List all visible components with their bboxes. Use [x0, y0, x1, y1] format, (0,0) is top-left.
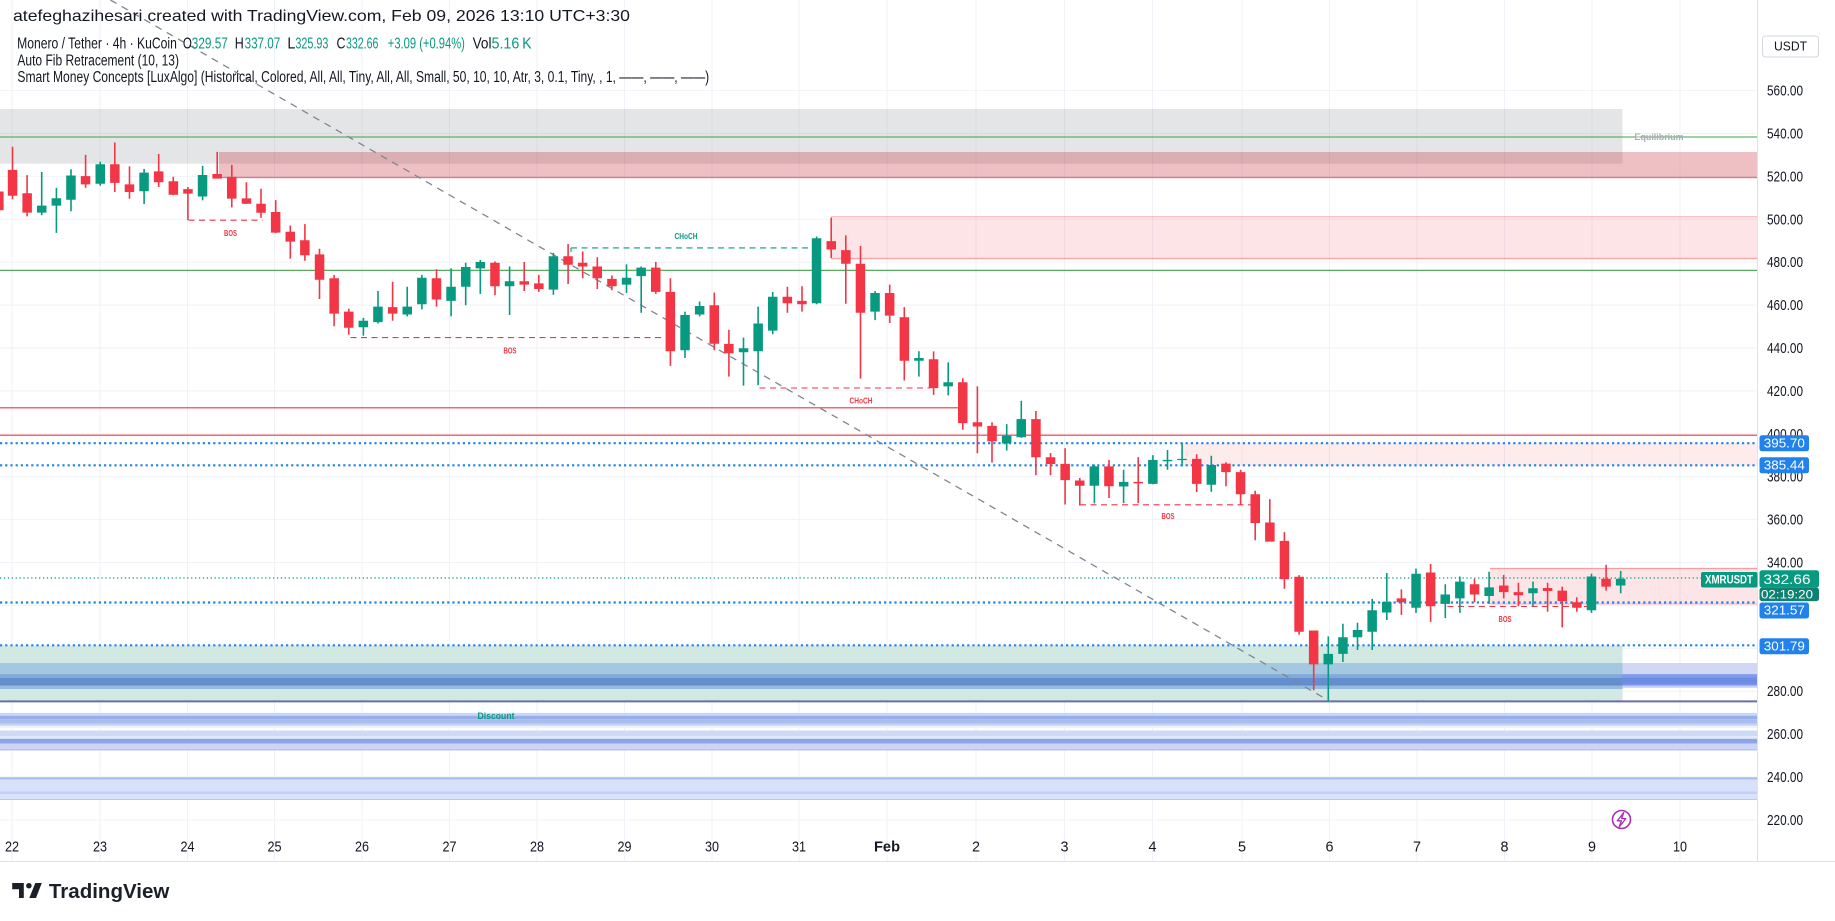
svg-text:Smart Money Concepts [LuxAlgo]: Smart Money Concepts [LuxAlgo] (Historic… [17, 69, 709, 86]
svg-text:22: 22 [5, 839, 19, 856]
svg-text:8: 8 [1501, 839, 1509, 856]
svg-text:BOS: BOS [1162, 512, 1175, 521]
svg-text:4: 4 [1149, 839, 1157, 856]
svg-text:321.57: 321.57 [1764, 603, 1805, 618]
svg-text:332.66: 332.66 [1764, 571, 1811, 587]
svg-text:H: H [235, 36, 244, 53]
svg-text:BOS: BOS [1499, 615, 1512, 624]
svg-text:220.00: 220.00 [1767, 812, 1803, 829]
svg-text:Feb: Feb [874, 839, 900, 856]
svg-text:360.00: 360.00 [1767, 512, 1803, 529]
svg-text:CHoCH: CHoCH [850, 397, 873, 406]
svg-text:27: 27 [443, 839, 457, 856]
svg-text:332.66: 332.66 [346, 36, 378, 53]
svg-text:329.57: 329.57 [192, 36, 228, 53]
svg-text:L: L [287, 36, 295, 53]
svg-text:CHoCH: CHoCH [675, 232, 698, 241]
svg-text:Discount: Discount [478, 711, 516, 722]
svg-text:240.00: 240.00 [1767, 769, 1803, 786]
svg-text:23: 23 [93, 839, 107, 856]
svg-text:500.00: 500.00 [1767, 211, 1803, 228]
svg-text:24: 24 [181, 839, 195, 856]
svg-text:420.00: 420.00 [1767, 383, 1803, 400]
svg-text:BOS: BOS [504, 347, 517, 356]
svg-text:28: 28 [530, 839, 544, 856]
svg-text:3: 3 [1061, 839, 1069, 856]
svg-text:XMRUSDT: XMRUSDT [1705, 573, 1754, 587]
svg-text:C: C [337, 36, 346, 53]
svg-text:29: 29 [618, 839, 632, 856]
svg-text:31: 31 [792, 839, 806, 856]
svg-text:TradingView: TradingView [49, 880, 170, 903]
svg-text:5.16 K: 5.16 K [492, 36, 532, 53]
svg-text:5: 5 [1238, 839, 1246, 856]
svg-text:440.00: 440.00 [1767, 340, 1803, 357]
svg-text:460.00: 460.00 [1767, 297, 1803, 314]
svg-text:280.00: 280.00 [1767, 683, 1803, 700]
svg-text:+3.09 (+0.94%): +3.09 (+0.94%) [388, 36, 465, 53]
svg-text:340.00: 340.00 [1767, 555, 1803, 572]
svg-text:10: 10 [1673, 839, 1687, 856]
svg-text:Vol: Vol [473, 36, 492, 53]
svg-text:560.00: 560.00 [1767, 83, 1803, 100]
svg-text:385.44: 385.44 [1764, 458, 1805, 473]
svg-text:520.00: 520.00 [1767, 168, 1803, 185]
svg-text:395.70: 395.70 [1764, 436, 1805, 451]
svg-text:337.07: 337.07 [245, 36, 281, 53]
svg-text:325.93: 325.93 [295, 36, 328, 53]
svg-text:480.00: 480.00 [1767, 254, 1803, 271]
svg-text:540.00: 540.00 [1767, 126, 1803, 143]
svg-text:Equilibrium: Equilibrium [1635, 132, 1684, 143]
svg-text:USDT: USDT [1774, 39, 1807, 54]
svg-text:301.79: 301.79 [1764, 639, 1805, 654]
svg-text:6: 6 [1326, 839, 1334, 856]
svg-text:7: 7 [1413, 839, 1421, 856]
svg-text:Monero / Tether · 4h · KuCoin: Monero / Tether · 4h · KuCoin [17, 36, 177, 53]
svg-text:BOS: BOS [224, 229, 237, 238]
svg-text:Auto Fib Retracement (10, 13): Auto Fib Retracement (10, 13) [17, 53, 179, 70]
svg-text:9: 9 [1588, 839, 1596, 856]
svg-text:25: 25 [268, 839, 282, 856]
svg-text:02:19:20: 02:19:20 [1761, 587, 1813, 601]
svg-text:260.00: 260.00 [1767, 726, 1803, 743]
svg-text:O: O [183, 36, 192, 53]
svg-text:30: 30 [705, 839, 719, 856]
svg-text:26: 26 [355, 839, 369, 856]
svg-text:2: 2 [972, 839, 980, 856]
svg-text:atefeghazihesari created with: atefeghazihesari created with TradingVie… [13, 8, 630, 25]
